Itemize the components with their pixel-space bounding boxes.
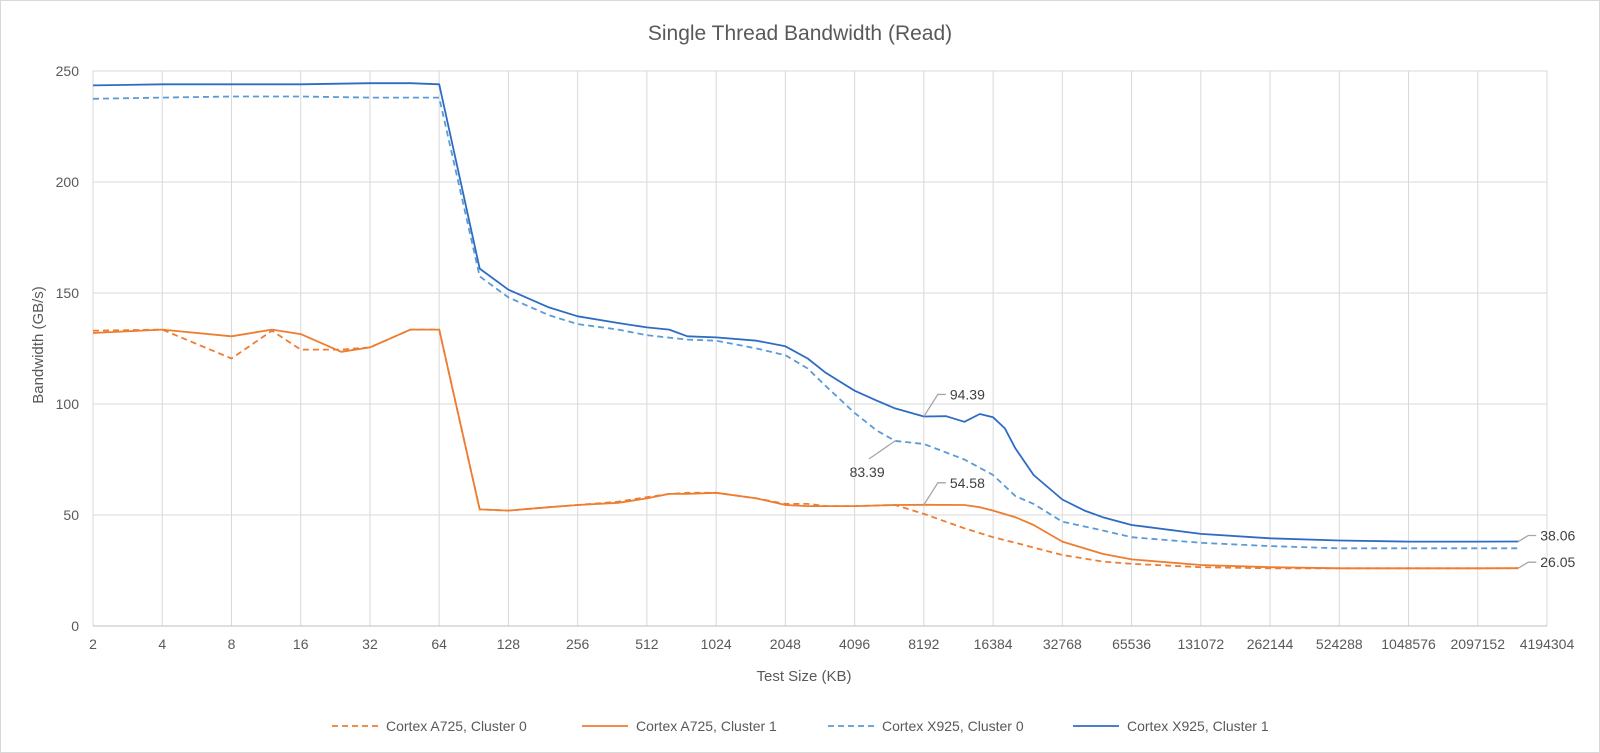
y-tick-label: 50 — [63, 507, 79, 523]
x-tick-label: 1048576 — [1381, 636, 1436, 652]
data-label: 94.39 — [950, 386, 985, 402]
chart-title: Single Thread Bandwidth (Read) — [648, 22, 952, 45]
x-axis-ticks: 2 4 8 16 32 64 128 256 512 1024 2048 4096 8192 16384 3… — [89, 636, 1574, 652]
x-tick-label: 2 — [89, 636, 97, 652]
x-tick-label: 512 — [635, 636, 659, 652]
x-tick-label: 2048 — [770, 636, 801, 652]
series-line-2 — [92, 95, 1519, 550]
x-tick-label: 2097152 — [1451, 636, 1506, 652]
y-tick-label: 200 — [56, 174, 80, 190]
x-tick-label: 128 — [497, 636, 521, 652]
data-label: 38.06 — [1540, 528, 1575, 544]
x-tick-label: 65536 — [1112, 636, 1151, 652]
data-label: 26.05 — [1540, 554, 1575, 570]
series-lines — [92, 82, 1519, 570]
y-tick-label: 250 — [56, 63, 80, 79]
series-line-3 — [92, 82, 1519, 543]
x-tick-label: 16384 — [974, 636, 1013, 652]
x-tick-label: 256 — [566, 636, 590, 652]
x-tick-label: 8192 — [908, 636, 939, 652]
data-label: 54.58 — [950, 475, 985, 491]
data-labels: 94.39 83.39 54.58 38.06 26.05 — [850, 386, 1576, 570]
y-axis-label: Bandwidth (GB/s) — [30, 286, 47, 404]
x-tick-label: 131072 — [1177, 636, 1224, 652]
legend: Cortex A725, Cluster 0 Cortex A725, Clust… — [332, 718, 1269, 734]
legend-label-0: Cortex A725, Cluster 0 — [386, 718, 527, 734]
x-tick-label: 4194304 — [1520, 636, 1575, 652]
data-label-leader — [1517, 534, 1537, 543]
data-label-leader — [923, 482, 946, 506]
grid-lines — [92, 70, 1548, 627]
y-tick-label: 0 — [71, 618, 79, 634]
x-tick-label: 32 — [362, 636, 378, 652]
legend-label-1: Cortex A725, Cluster 1 — [636, 718, 777, 734]
y-tick-label: 100 — [56, 396, 80, 412]
legend-label-2: Cortex X925, Cluster 0 — [882, 718, 1024, 734]
y-axis-ticks: 0 50 100 150 200 250 — [56, 63, 80, 634]
x-tick-label: 1024 — [701, 636, 732, 652]
x-tick-label: 262144 — [1247, 636, 1294, 652]
x-tick-label: 8 — [228, 636, 236, 652]
series-line-1 — [92, 328, 1519, 570]
data-label-leader — [923, 393, 946, 417]
data-label-leader — [868, 440, 896, 460]
data-label-leader — [1517, 561, 1537, 569]
series-line-0 — [92, 328, 1519, 570]
x-tick-label: 524288 — [1316, 636, 1363, 652]
x-tick-label: 4096 — [839, 636, 870, 652]
x-axis-label: Test Size (KB) — [756, 668, 851, 685]
x-tick-label: 64 — [431, 636, 447, 652]
legend-label-3: Cortex X925, Cluster 1 — [1127, 718, 1269, 734]
x-tick-label: 32768 — [1043, 636, 1082, 652]
y-tick-label: 150 — [56, 285, 80, 301]
data-label: 83.39 — [850, 464, 885, 480]
x-tick-label: 4 — [158, 636, 166, 652]
x-tick-label: 16 — [293, 636, 309, 652]
